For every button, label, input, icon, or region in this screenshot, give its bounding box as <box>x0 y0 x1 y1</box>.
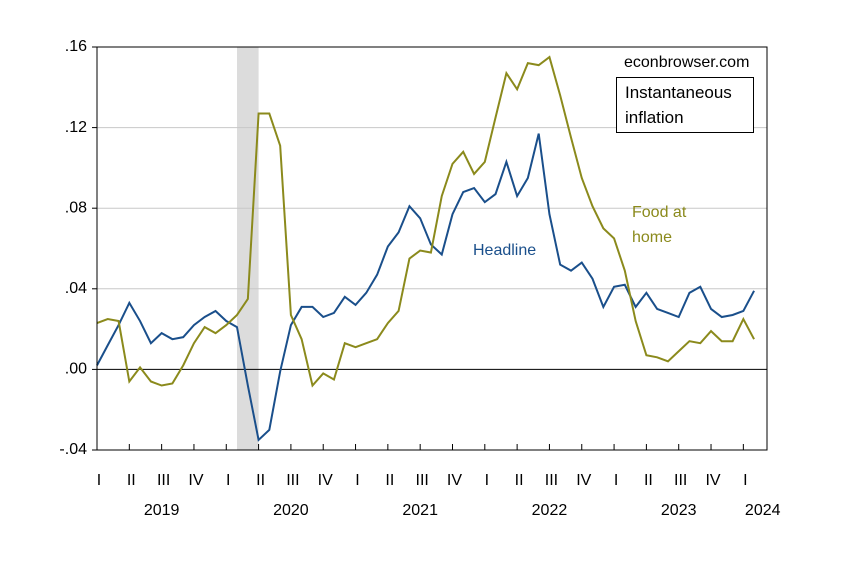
series-line <box>96 133 755 442</box>
x-tick-label: II <box>385 472 394 489</box>
plot-frame <box>96 46 768 451</box>
x-tick-label: I <box>97 472 101 489</box>
x-tick-label: I <box>485 472 489 489</box>
series-label: Food at home <box>632 204 687 246</box>
x-tick-label: III <box>416 472 429 489</box>
x-tick-label: III <box>157 472 170 489</box>
x-tick-label: II <box>127 472 136 489</box>
x-tick-label: II <box>644 472 653 489</box>
x-tick-label: III <box>674 472 687 489</box>
y-tick-label: -.04 <box>59 441 87 458</box>
x-tick-label: I <box>743 472 747 489</box>
x-tick-label: III <box>545 472 558 489</box>
x-tick-label: IV <box>188 472 203 489</box>
x-tick-label: IV <box>318 472 333 489</box>
series-line <box>96 55 755 388</box>
x-tick-label: IV <box>705 472 720 489</box>
x-tick-label: IV <box>447 472 462 489</box>
year-label: 2019 <box>144 502 180 519</box>
year-label: 2022 <box>532 502 568 519</box>
source-note: econbrowser.com <box>624 54 750 71</box>
year-label: 2020 <box>273 502 309 519</box>
x-tick-label: I <box>226 472 230 489</box>
x-tick-label: III <box>286 472 299 489</box>
y-tick-label: .00 <box>65 361 87 378</box>
year-label: 2023 <box>661 502 697 519</box>
x-tick-label: IV <box>576 472 591 489</box>
series-label: Headline <box>473 242 537 259</box>
y-tick-label: .04 <box>65 280 87 297</box>
year-label: 2021 <box>402 502 438 519</box>
x-tick-label: II <box>515 472 524 489</box>
annotation-box: Instantaneous inflation <box>616 77 754 133</box>
recession-shade <box>236 47 259 450</box>
y-tick-label: .16 <box>65 38 87 55</box>
x-tick-label: I <box>355 472 359 489</box>
x-tick-label: I <box>614 472 618 489</box>
y-tick-label: .08 <box>65 199 87 216</box>
y-tick-label: .12 <box>65 119 87 136</box>
year-label: 2024 <box>745 502 781 519</box>
x-tick-label: II <box>256 472 265 489</box>
